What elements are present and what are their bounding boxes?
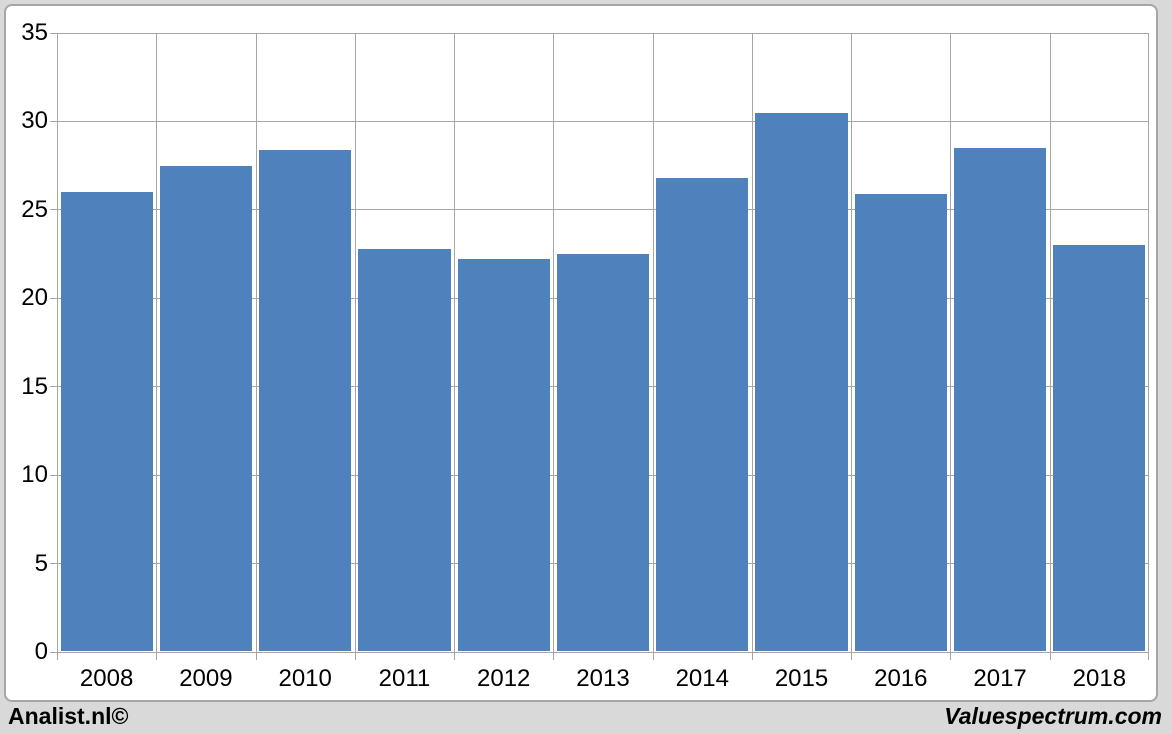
gridline-vertical: [354, 33, 356, 652]
x-axis-tick: [1049, 652, 1051, 660]
bar-2015: [755, 112, 848, 651]
x-axis-tick-label: 2012: [477, 665, 531, 692]
valuespectrum-logo-text: Valuespectrum.com: [944, 703, 1162, 729]
x-axis-tick-label: 2013: [576, 665, 630, 692]
x-axis-tick: [57, 652, 58, 660]
y-axis-tick-label: 10: [21, 461, 48, 489]
y-axis-tick: [50, 651, 57, 653]
y-axis-tick-label: 5: [34, 549, 48, 577]
gridline-vertical: [1148, 33, 1149, 652]
gridline-vertical: [454, 33, 456, 652]
y-axis-tick-label: 20: [21, 284, 48, 312]
gridline-vertical: [1049, 33, 1051, 652]
bar-2017: [953, 147, 1047, 651]
x-axis-tick-label: 2009: [179, 665, 233, 692]
analist-logo-text: Analist.nl©: [8, 703, 129, 729]
x-axis-tick-label: 2010: [278, 665, 332, 692]
y-axis-line: [57, 33, 58, 652]
footer-bar: Analist.nl© Valuespectrum.com: [0, 702, 1172, 734]
y-axis-tick-label: 15: [21, 372, 48, 400]
x-axis-tick: [851, 652, 853, 660]
x-axis-tick-label: 2008: [79, 665, 134, 692]
x-axis-tick: [255, 652, 257, 660]
y-axis-tick-label: 30: [21, 107, 48, 135]
y-axis-tick: [50, 563, 57, 565]
x-axis-tick: [950, 652, 952, 660]
bar-2011: [358, 248, 451, 651]
x-axis-tick: [1148, 652, 1149, 660]
gridline-horizontal: [57, 209, 1149, 211]
gridline-horizontal: [57, 651, 1149, 653]
x-axis-tick: [652, 652, 654, 660]
x-axis-tick: [354, 652, 356, 660]
bar-2008: [60, 192, 153, 651]
bar-2016: [854, 193, 947, 651]
y-axis-tick: [50, 474, 57, 476]
gridline-horizontal: [57, 32, 1149, 34]
gridline-vertical: [851, 33, 853, 652]
x-axis-tick-label: 2014: [675, 665, 729, 692]
gridline-horizontal: [57, 120, 1149, 122]
x-axis-tick: [454, 652, 456, 660]
y-axis-tick-label: 35: [21, 19, 48, 46]
y-axis-tick: [50, 209, 57, 211]
x-axis-tick-label: 2015: [774, 665, 829, 692]
y-axis-tick: [50, 386, 57, 388]
bar-2010: [259, 149, 352, 651]
x-axis-tick-label: 2016: [874, 665, 928, 692]
bar-2018: [1053, 245, 1146, 651]
bar-2013: [556, 254, 650, 651]
x-axis-tick-label: 2018: [1072, 665, 1127, 692]
gridline-vertical: [652, 33, 654, 652]
x-axis-tick: [156, 652, 158, 660]
bar-2009: [159, 165, 253, 651]
y-axis-tick: [50, 32, 57, 34]
y-axis-tick-label: 0: [34, 638, 48, 665]
x-axis-tick-label: 2011: [378, 665, 431, 692]
bar-2012: [457, 259, 550, 651]
gridline-vertical: [950, 33, 952, 652]
x-axis-tick-label: 2017: [973, 665, 1027, 692]
plot-area: [57, 32, 1149, 653]
y-axis-tick-label: 25: [21, 195, 48, 223]
x-axis-tick: [553, 652, 555, 660]
gridline-vertical: [156, 33, 158, 652]
x-axis-tick: [751, 652, 753, 660]
y-axis-tick: [50, 297, 57, 299]
gridline-vertical: [255, 33, 257, 652]
bar-2014: [656, 178, 749, 651]
gridline-vertical: [751, 33, 753, 652]
gridline-vertical: [553, 33, 555, 652]
y-axis-tick: [50, 120, 57, 122]
